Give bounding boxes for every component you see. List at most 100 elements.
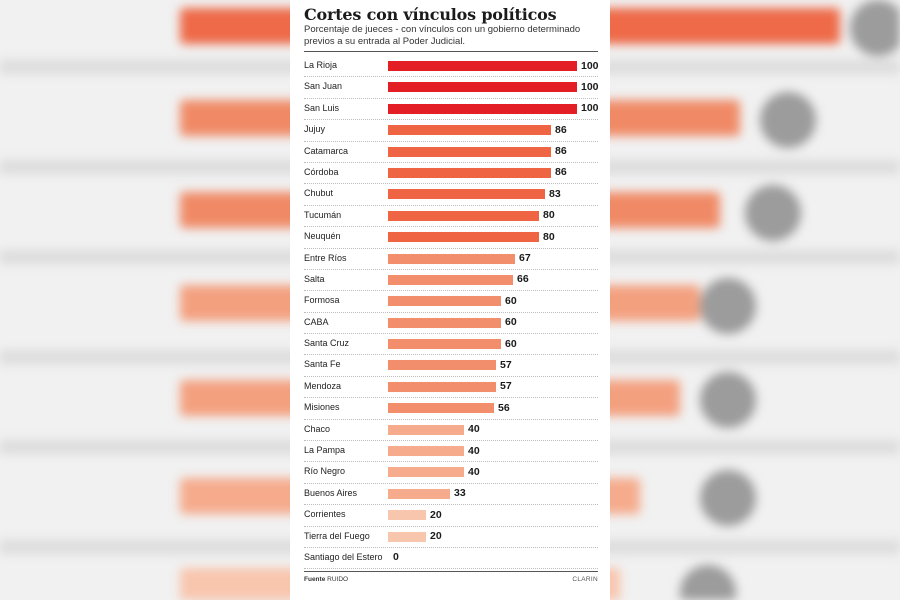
bar-label: Salta <box>304 273 325 284</box>
bar <box>388 274 513 285</box>
bar-row: Salta 66 <box>304 270 598 292</box>
bar-row: Tierra del Fuego 20 <box>304 527 598 548</box>
chart-title: Cortes con vínculos políticos <box>304 5 557 24</box>
bar-label: Jujuy <box>304 124 326 135</box>
bar-value-label: 40 <box>468 465 480 478</box>
bar <box>388 296 501 307</box>
bar <box>388 167 551 178</box>
bottom-rule <box>304 571 598 572</box>
bar-label: Mendoza <box>304 380 342 391</box>
bar <box>388 232 539 243</box>
source-value: RUIDO <box>327 576 349 583</box>
bar-value-label: 80 <box>543 230 555 243</box>
bar-label: Chaco <box>304 423 331 434</box>
bar-label: San Luis <box>304 102 340 113</box>
bar-row: La Rioja 100 <box>304 56 599 78</box>
bar-label: San Juan <box>304 81 343 92</box>
bar-row: Neuquén 80 <box>304 227 598 249</box>
bar <box>388 317 501 328</box>
bar-row: Formosa 60 <box>304 291 598 313</box>
bar-value-label: 66 <box>517 273 529 286</box>
bar-value-label: 60 <box>505 337 517 350</box>
bar-label: Córdoba <box>304 166 339 177</box>
bar <box>388 360 496 371</box>
bar-label: Misiones <box>304 402 340 413</box>
bar <box>388 82 577 93</box>
brand-credit: CLARIN <box>572 576 598 583</box>
bar <box>388 403 494 414</box>
bar-label: Santa Cruz <box>304 338 350 349</box>
bar <box>388 424 464 435</box>
bar-row: San Luis 100 <box>304 99 599 121</box>
bar-row: Jujuy 86 <box>304 120 598 142</box>
bar <box>388 189 545 200</box>
bar-label: Entre Ríos <box>304 252 347 263</box>
bar-label: Buenos Aires <box>304 487 358 498</box>
bar-value-label: 20 <box>430 508 442 521</box>
bar-value-label: 40 <box>468 423 480 436</box>
bar-value-label: 57 <box>500 380 512 393</box>
bar-value-label: 80 <box>543 209 555 222</box>
bar-label: CABA <box>304 316 329 327</box>
bar-value-label: 33 <box>454 487 466 500</box>
bar-row: CABA 60 <box>304 313 598 335</box>
bar <box>388 446 464 457</box>
bar-row: Mendoza 57 <box>304 377 598 399</box>
bar <box>388 488 450 499</box>
bar <box>388 381 496 392</box>
chart-card: Cortes con vínculos políticos Porcentaje… <box>290 0 610 600</box>
bar-row: La Pampa 40 <box>304 441 598 463</box>
bar-label: Formosa <box>304 295 340 306</box>
bar-label: Santiago del Estero <box>304 551 383 562</box>
bar-value-label: 0 <box>393 551 399 564</box>
bar <box>388 61 577 71</box>
bar <box>388 531 426 542</box>
bar <box>388 103 577 114</box>
bar-label: Tucumán <box>304 209 342 220</box>
bar-value-label: 86 <box>555 145 567 158</box>
bar-row: Córdoba 86 <box>304 163 598 185</box>
bar-value-label: 100 <box>581 80 599 93</box>
bar-row: Chubut 83 <box>304 184 598 206</box>
bar-value-label: 83 <box>549 187 561 200</box>
bar <box>388 253 515 264</box>
bar <box>388 339 501 350</box>
bar-row: Tucumán 80 <box>304 206 598 228</box>
bar-row: Buenos Aires 33 <box>304 484 598 506</box>
bar <box>388 467 464 478</box>
bar-value-label: 60 <box>505 294 517 307</box>
bar-label: Santa Fe <box>304 359 341 370</box>
bar-value-label: 86 <box>555 166 567 179</box>
bar <box>388 146 551 157</box>
source-label: Fuente <box>304 576 326 583</box>
bar-row: Catamarca 86 <box>304 142 598 163</box>
bar-value-label: 100 <box>581 102 599 115</box>
bar <box>388 210 539 221</box>
bar-value-label: 40 <box>468 444 480 457</box>
bar-row: Río Negro 40 <box>304 462 598 484</box>
bar-row: Corrientes 20 <box>304 505 598 527</box>
bar-row: San Juan 100 <box>304 77 599 99</box>
bar-label: La Pampa <box>304 445 346 456</box>
bar <box>388 125 551 136</box>
bar-row: Entre Ríos 67 <box>304 249 598 270</box>
bar-label: Catamarca <box>304 145 349 156</box>
bar-label: Neuquén <box>304 231 341 242</box>
bar-label: Tierra del Fuego <box>304 530 370 541</box>
bar-label: Río Negro <box>304 466 346 477</box>
bar-value-label: 60 <box>505 316 517 329</box>
chart-subtitle: Porcentaje de jueces - con vínculos con … <box>304 24 581 47</box>
top-rule <box>304 51 598 52</box>
bar-row: Santa Fe 57 <box>304 355 598 377</box>
bar-row: Chaco 40 <box>304 420 598 442</box>
bar-value-label: 86 <box>555 123 567 136</box>
source-note: Fuente RUIDO <box>304 576 348 583</box>
bar-value-label: 56 <box>498 401 510 414</box>
bar-label: Chubut <box>304 188 334 199</box>
bar-label: La Rioja <box>304 60 338 70</box>
bar <box>388 510 426 521</box>
bar-row: Santiago del Estero 0 <box>304 548 598 570</box>
bar-row: Santa Cruz 60 <box>304 334 598 356</box>
bar-value-label: 100 <box>581 59 599 72</box>
bar-label: Corrientes <box>304 509 346 520</box>
